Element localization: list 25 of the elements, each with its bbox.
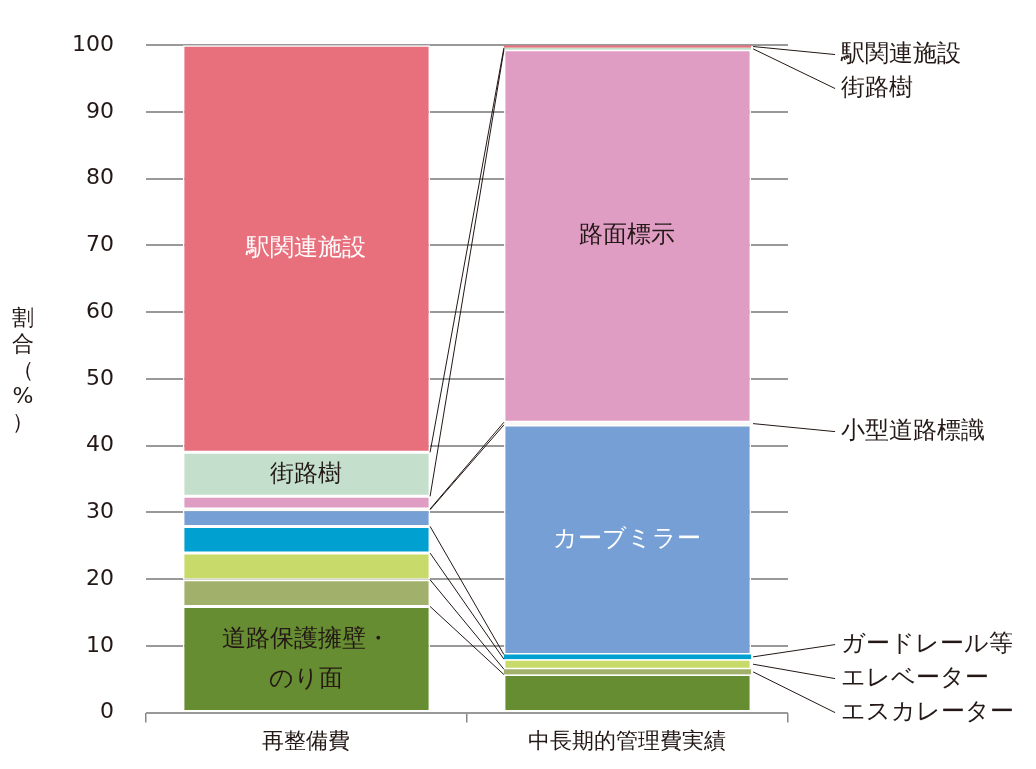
y-tick-label: 60: [85, 297, 114, 323]
text: 小型道路標識: [841, 415, 986, 444]
y-tick-label: 0: [99, 698, 114, 724]
x-tick-label: 中長期的管理費実績: [528, 727, 727, 753]
series-label: 駅関連施設: [245, 232, 367, 261]
series-label: カーブミラー: [553, 523, 702, 552]
text: ガードレール等: [841, 628, 1014, 657]
y-tick-label: 50: [85, 364, 114, 390]
x-tick-label: 再整備費: [262, 727, 351, 753]
y-tick-label: 80: [85, 164, 114, 190]
text: エレベーター: [841, 662, 990, 691]
y-tick-label: 30: [85, 498, 114, 524]
series-label: 道路保護擁壁・のり面: [222, 623, 391, 692]
y-tick-label: 100: [71, 30, 114, 56]
y-tick-label: 40: [85, 431, 114, 457]
y-axis-title: 割合（%）: [12, 305, 34, 435]
y-tick-label: 70: [85, 231, 114, 257]
y-tick-label: 20: [85, 564, 114, 590]
y-tick-label: 10: [85, 631, 114, 657]
y-tick-label: 90: [85, 97, 114, 123]
text: 街路樹: [841, 72, 914, 101]
series-label: 路面標示: [579, 220, 676, 249]
text: 駅関連施設: [841, 38, 962, 67]
text: エスカレーター: [841, 696, 1015, 725]
series-label: 街路樹: [270, 458, 343, 487]
